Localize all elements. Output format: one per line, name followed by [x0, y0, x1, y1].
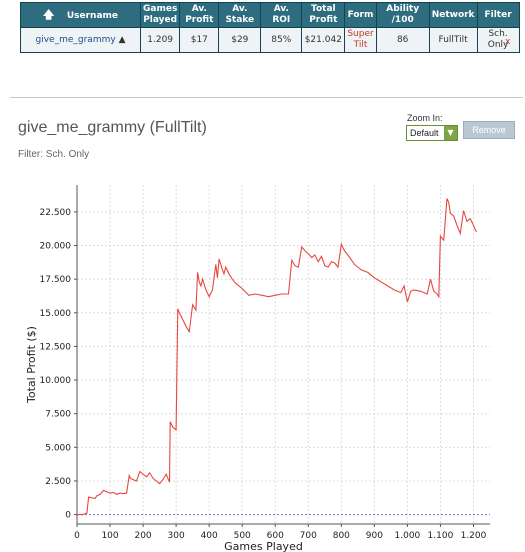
y-tick-label: 17.500 [40, 275, 72, 285]
network-cell: FullTilt [428, 27, 478, 53]
username-cell: give_me_grammy ▲ [20, 27, 141, 53]
av-stake-header-line2: Stake [225, 15, 255, 25]
form-cell: Super Tilt [344, 27, 377, 53]
av-roi-cell: 85% [260, 27, 303, 53]
x-tick-label: 0 [74, 531, 80, 541]
filter-label: Filter: Sch. Only [18, 149, 90, 160]
total-profit-header[interactable]: Total Profit [301, 2, 346, 28]
player-avatar-icon[interactable]: ▲ [118, 34, 126, 45]
filter-line2: Only [487, 40, 509, 50]
y-tick-label: 2.500 [45, 477, 71, 487]
form-line2: Tilt [353, 40, 368, 50]
games-header-line2: Played [143, 15, 178, 25]
av-profit-header-line2: Profit [185, 15, 214, 25]
x-tick-label: 100 [101, 531, 118, 541]
x-tick-label: 1.100 [428, 531, 454, 541]
x-tick-label: 1.000 [395, 531, 421, 541]
games-played-cell: 1.209 [139, 27, 181, 53]
profit-chart: 0 100 200 300 400 500 600 700 800 900 1.000 1.100 1.… [25, 185, 490, 552]
x-axis-label: Games Played [224, 540, 303, 552]
games-played-header[interactable]: Games Played [139, 2, 181, 28]
x-tick-label: 800 [333, 531, 350, 541]
filter-cell: Sch. Only [476, 27, 520, 53]
av-stake-header-line1: Av. [232, 4, 248, 14]
total-profit-header-line2: Profit [309, 15, 338, 25]
username-link[interactable]: give_me_grammy [35, 34, 116, 45]
ability-header[interactable]: Ability /100 [375, 2, 430, 28]
games-header-line1: Games [143, 4, 178, 14]
x-tick-label: 1.200 [461, 531, 487, 541]
x-tick-label: 300 [168, 531, 185, 541]
section-divider [10, 97, 523, 98]
av-profit-header-line1: Av. [191, 4, 207, 14]
y-tick-label: 15.000 [40, 309, 72, 319]
y-tick-label: 20.000 [40, 242, 72, 252]
network-header[interactable]: Network [428, 2, 478, 28]
username-header[interactable]: 🡅 Username [20, 2, 141, 28]
x-tick-label: 600 [267, 531, 284, 541]
zoom-label: Zoom In: [407, 113, 443, 123]
total-profit-header-line1: Total [311, 4, 336, 14]
player-stats-table: 🡅 Username Games Played Av. Profit Av. Stak… [20, 2, 520, 53]
y-tick-label: 22.500 [40, 208, 72, 218]
profit-series-line [77, 198, 477, 516]
form-header[interactable]: Form [344, 2, 377, 28]
remove-row-link[interactable]: x [505, 37, 511, 47]
av-profit-cell: $17 [179, 27, 220, 53]
ability-cell: 86 [375, 27, 430, 53]
x-tick-label: 900 [366, 531, 383, 541]
form-line1: Super [347, 29, 374, 39]
y-axis-label: Total Profit ($) [25, 326, 38, 404]
table-header-row: 🡅 Username Games Played Av. Profit Av. Stak… [20, 2, 520, 28]
x-tick-label: 700 [300, 531, 317, 541]
av-profit-header[interactable]: Av. Profit [179, 2, 220, 28]
x-tick-label: 200 [134, 531, 151, 541]
av-stake-header[interactable]: Av. Stake [218, 2, 262, 28]
y-tick-label: 10.000 [40, 376, 72, 386]
chevron-down-icon[interactable]: ▼ [444, 126, 457, 140]
remove-button[interactable]: Remove [463, 121, 515, 139]
filter-header[interactable]: Filter [476, 2, 520, 28]
x-tick-label: 500 [234, 531, 251, 541]
av-stake-cell: $29 [218, 27, 262, 53]
x-tick-label: 400 [201, 531, 218, 541]
y-tick-label: 0 [65, 511, 71, 521]
y-tick-label: 7.500 [45, 410, 71, 420]
av-roi-header[interactable]: Av. ROI [260, 2, 303, 28]
table-row: give_me_grammy ▲ 1.209 $17 $29 85% $21.0… [20, 27, 520, 53]
username-header-label: Username [66, 10, 119, 21]
zoom-select[interactable]: Default ▼ [406, 125, 458, 141]
sort-arrow-up-icon[interactable]: 🡅 [42, 7, 55, 21]
filter-line1: Sch. [488, 29, 508, 39]
total-profit-cell: $21.042 [301, 27, 346, 53]
y-tick-label: 5.000 [45, 443, 71, 453]
y-tick-label: 12.500 [40, 342, 72, 352]
zoom-select-value: Default [410, 128, 439, 138]
player-title: give_me_grammy (FullTilt) [18, 119, 207, 136]
